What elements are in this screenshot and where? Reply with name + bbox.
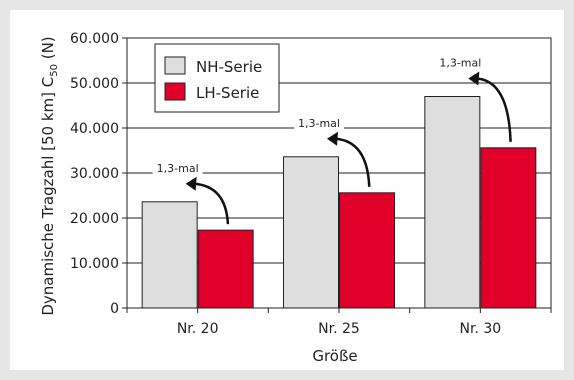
annotation-label: 1,3-mal — [439, 57, 481, 70]
x-tick-label: Nr. 20 — [177, 321, 219, 337]
annotation-arrowhead — [327, 131, 338, 146]
annotation-label-bg — [435, 56, 486, 71]
y-tick-label: 20.000 — [70, 211, 119, 227]
x-tick-label: Nr. 30 — [459, 321, 501, 337]
legend-label-nh: NH-Serie — [196, 58, 262, 76]
y-tick-label: 40.000 — [70, 121, 119, 137]
axes: 0 10.000 20.000 30.000 40.000 50.000 60.000 Nr.… — [70, 31, 552, 337]
bar-nh-1 — [283, 156, 339, 309]
annotation-arrowhead — [468, 71, 480, 86]
annotation-arrow — [193, 182, 230, 225]
annotations: 1,3-mal 1,3-mal 1,3-mal — [152, 56, 512, 225]
y-tick-label: 30.000 — [70, 166, 119, 182]
y-tick-label: 60.000 — [70, 31, 119, 47]
bar-lh-0 — [197, 229, 254, 309]
bar-lh-1 — [339, 192, 395, 309]
bar-lh-2 — [480, 147, 537, 309]
x-tick-label: Nr. 25 — [318, 321, 360, 337]
x-axis-title: Größe — [312, 347, 357, 365]
annotation-label: 1,3-mal — [298, 117, 340, 130]
annotation-label-bg — [294, 116, 344, 131]
legend-swatch-nh — [164, 56, 186, 75]
annotation-arrowhead — [185, 176, 197, 191]
annotation-arrow — [476, 77, 512, 142]
y-axis-title-main: Dynamische Tragzahl [50 km] C — [39, 77, 57, 316]
legend-label-lh: LH-Serie — [196, 84, 259, 102]
legend-swatch-lh — [164, 82, 186, 101]
annotation-label: 1,3-mal — [157, 162, 199, 175]
y-axis-title-subscript: 50 — [49, 64, 60, 77]
bar-nh-0 — [141, 201, 198, 309]
plot-frame — [126, 37, 552, 309]
y-tick-label: 0 — [110, 301, 119, 317]
annotation-label-bg — [152, 161, 203, 176]
bars — [141, 96, 537, 309]
y-tick-label: 10.000 — [70, 256, 119, 272]
y-axis-title-unit: (N) — [39, 36, 57, 64]
legend: NH-Serie LH-Serie — [154, 43, 280, 113]
y-axis-title: Dynamische Tragzahl [50 km] C50 (N) — [39, 36, 60, 315]
annotation-arrow — [334, 137, 371, 187]
legend-box — [154, 43, 280, 113]
y-tick-label: 50.000 — [70, 76, 119, 92]
bar-nh-2 — [424, 96, 481, 309]
